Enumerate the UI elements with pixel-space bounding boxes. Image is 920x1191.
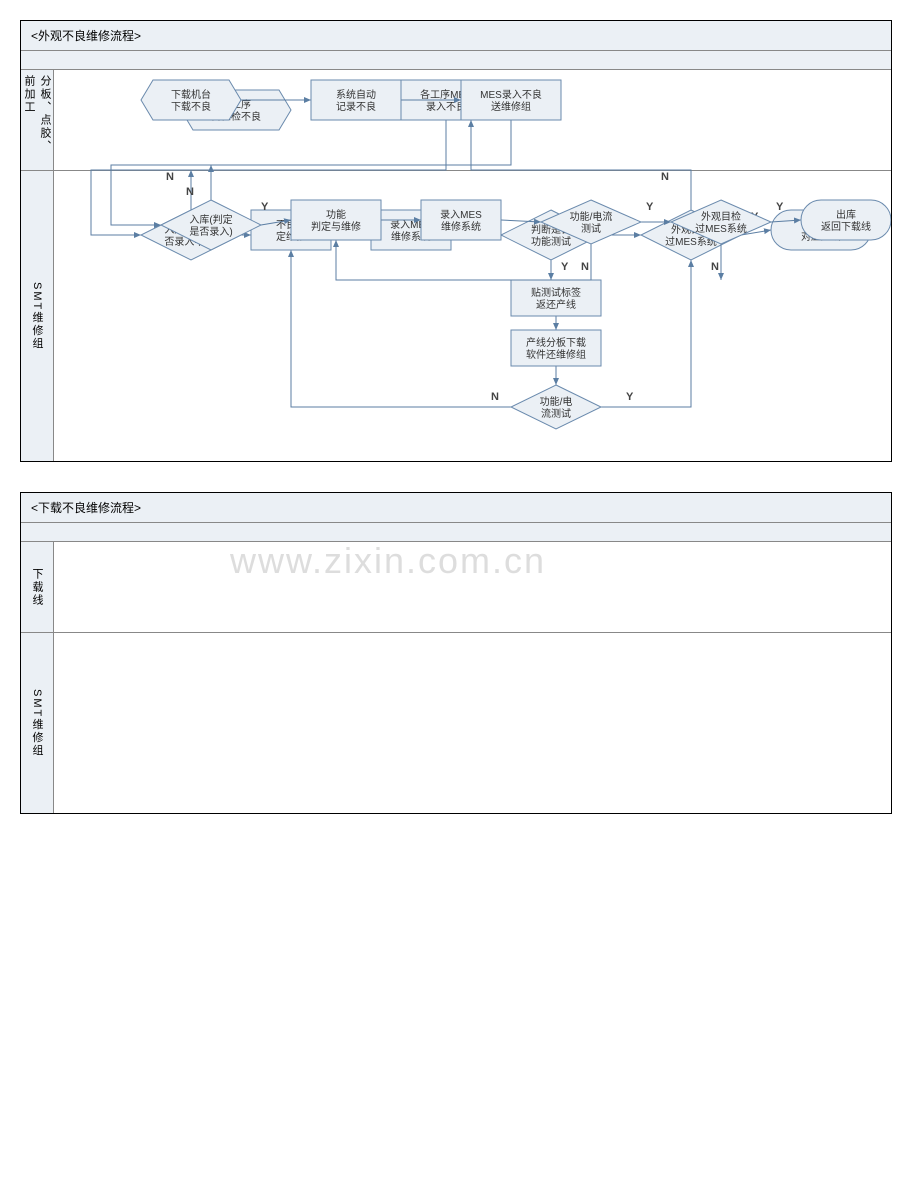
lane-content — [54, 171, 891, 461]
flowchart-1-subbar — [21, 51, 891, 70]
flowchart-1-title: <外观不良维修流程> — [21, 21, 891, 51]
swimlane: 分板、点胶、前加工 — [21, 70, 891, 171]
lane-label: 下载线 — [21, 542, 54, 632]
lane-content — [54, 633, 891, 813]
lane-label: SMT维修组 — [21, 171, 54, 461]
flowchart-1: <外观不良维修流程> 分板、点胶、前加工SMT维修组 NYNYYNYN各工序目检… — [20, 20, 892, 462]
swimlane: SMT维修组 — [21, 633, 891, 813]
swimlane: SMT维修组 — [21, 171, 891, 461]
watermark: www.zixin.com.cn — [230, 540, 546, 582]
lane-label: SMT维修组 — [21, 633, 54, 813]
lane-content — [54, 70, 891, 170]
lane-label: 分板、点胶、前加工 — [21, 70, 54, 170]
flowchart-2-title: <下载不良维修流程> — [21, 493, 891, 523]
